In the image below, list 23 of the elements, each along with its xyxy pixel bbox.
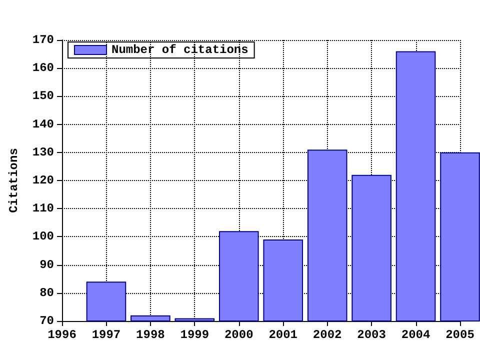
y-tick-label: 70 [40, 314, 54, 328]
y-tick-label: 130 [32, 145, 54, 160]
y-tick-label: 140 [32, 117, 54, 132]
x-tick-label: 2000 [224, 328, 254, 342]
y-tick-label: 170 [32, 33, 54, 47]
x-tick-label: 2002 [312, 328, 342, 342]
x-tick-label: 2004 [401, 328, 430, 342]
y-tick-label: 120 [32, 174, 54, 188]
x-tick-label: 1998 [136, 328, 165, 342]
x-tick-label: 1996 [48, 328, 76, 342]
y-tick-label: 80 [40, 286, 54, 300]
x-tick-label: 2003 [357, 328, 386, 342]
y-tick-label: 100 [32, 230, 54, 244]
y-tick-label: 150 [32, 89, 54, 104]
x-tick-label: 2005 [446, 328, 474, 342]
x-tick-label: 1997 [92, 328, 121, 342]
legend-label: Number of citations [112, 43, 248, 57]
y-tick-label: 110 [32, 202, 54, 216]
y-axis-title: Citations [7, 148, 21, 213]
x-tick-label: 2001 [268, 328, 298, 342]
x-tick-label: 1999 [180, 328, 210, 342]
y-tick-label: 90 [40, 258, 54, 272]
y-tick-label: 160 [32, 61, 54, 76]
